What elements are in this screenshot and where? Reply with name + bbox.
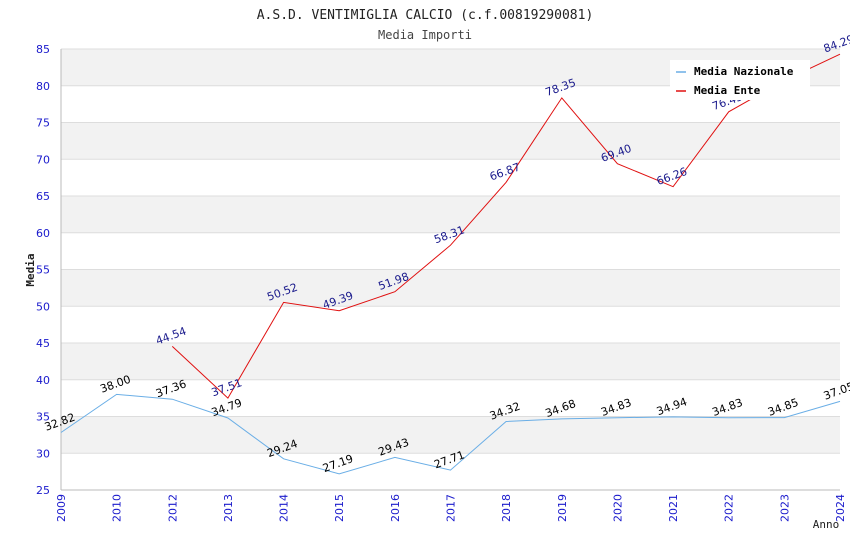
- y-tick-label: 75: [36, 117, 50, 130]
- x-axis-label: Anno: [813, 518, 840, 531]
- data-label: 66.26: [655, 165, 689, 188]
- legend-entry: Media Nazionale: [694, 65, 794, 78]
- x-tick-label: 2024: [834, 494, 847, 522]
- data-label: 34.79: [210, 396, 244, 419]
- y-tick-label: 80: [36, 80, 50, 93]
- y-tick-label: 25: [36, 484, 50, 497]
- x-tick-label: 2010: [111, 494, 124, 522]
- data-label: 34.94: [655, 395, 689, 418]
- data-label: 66.87: [488, 160, 522, 183]
- x-tick-label: 2019: [556, 494, 569, 522]
- y-axis-ticks: 25 30 35 40 45 50 55 60 65 70 75 80 85: [36, 43, 50, 497]
- grid-band: [61, 416, 840, 454]
- grid-band: [61, 122, 840, 160]
- y-tick-label: 50: [36, 300, 50, 313]
- y-tick-label: 60: [36, 227, 50, 240]
- data-label: 34.85: [766, 396, 800, 419]
- data-label: 34.83: [710, 396, 744, 419]
- x-axis-ticks: 2009 2010 2012 2013 2014 2015 2016 2017 2018 2019…: [55, 494, 847, 522]
- y-tick-label: 45: [36, 337, 50, 350]
- x-tick-label: 2022: [723, 494, 736, 522]
- legend-box: [670, 60, 810, 100]
- x-tick-label: 2023: [778, 494, 791, 522]
- x-tick-label: 2012: [166, 494, 179, 522]
- data-label: 34.83: [599, 396, 633, 419]
- data-label: 37.36: [154, 377, 188, 400]
- y-tick-label: 65: [36, 190, 50, 203]
- series-lines: [60, 53, 841, 475]
- x-tick-label: 2015: [333, 494, 346, 522]
- series-line-media-nazionale: [60, 393, 841, 475]
- x-tick-label: 2014: [278, 494, 291, 522]
- chart-subtitle: Media Importi: [378, 28, 472, 42]
- x-tick-label: 2020: [611, 494, 624, 522]
- grid-band: [61, 269, 840, 307]
- x-tick-label: 2021: [667, 494, 680, 522]
- y-tick-label: 35: [36, 411, 50, 424]
- y-tick-label: 85: [36, 43, 50, 56]
- chart-title: A.S.D. VENTIMIGLIA CALCIO (c.f.008192900…: [257, 8, 594, 23]
- x-tick-label: 2016: [389, 494, 402, 522]
- y-tick-label: 55: [36, 264, 50, 277]
- x-tick-label: 2017: [445, 494, 458, 522]
- x-tick-label: 2018: [500, 494, 513, 522]
- grid-band: [61, 343, 840, 380]
- y-tick-label: 30: [36, 447, 50, 460]
- series-line-media-ente: [171, 53, 841, 399]
- y-tick-label: 70: [36, 153, 50, 166]
- legend: Media Nazionale Media Ente: [670, 60, 810, 100]
- y-axis-label: Media: [24, 253, 37, 286]
- data-label: 27.19: [321, 452, 355, 475]
- y-tick-label: 40: [36, 374, 50, 387]
- axes: [60, 49, 840, 491]
- x-tick-label: 2009: [55, 494, 68, 522]
- x-tick-label: 2013: [222, 494, 235, 522]
- grid-band: [61, 196, 840, 233]
- legend-entry: Media Ente: [694, 84, 761, 97]
- data-label: 37.05: [822, 380, 850, 403]
